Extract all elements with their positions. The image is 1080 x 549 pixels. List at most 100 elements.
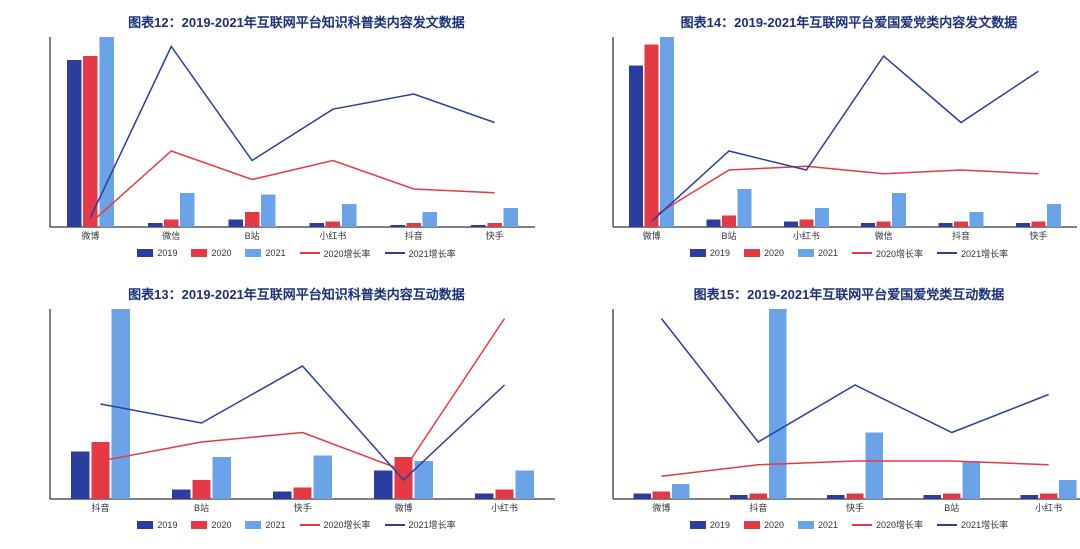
bar-2021	[660, 37, 674, 227]
legend-2020-label: 2020	[211, 248, 231, 258]
chart-12-title: 图表12：2019-2021年互联网平台知识科普类内容发文数据	[20, 8, 573, 33]
bar-2021	[815, 208, 829, 227]
bar-2021	[314, 455, 332, 499]
bar-2020	[653, 491, 670, 499]
category-label: 快手	[846, 502, 864, 513]
category-label: 快手	[1029, 230, 1047, 241]
category-label: 快手	[293, 502, 311, 513]
legend-2021-swatch	[245, 249, 261, 257]
bar-2019	[374, 470, 392, 499]
legend-2019-label: 2019	[710, 520, 730, 530]
bar-2021	[866, 432, 883, 499]
bar-2019	[924, 495, 941, 499]
bar-2019	[707, 219, 721, 227]
category-label: 微博	[81, 230, 99, 241]
category-label: B站	[194, 502, 209, 513]
legend-growth-2020-label: 2020增长率	[324, 247, 371, 260]
line-growth-2021	[90, 47, 494, 218]
chart-14-plot: 微博B站小红书微信抖音快手	[583, 33, 1080, 245]
bar-2019	[1016, 223, 1030, 227]
legend-2021-label: 2021	[265, 520, 285, 530]
category-label: 抖音	[91, 502, 109, 513]
legend-2021: 2021	[798, 247, 838, 260]
bar-2020	[877, 221, 891, 227]
bar-2020	[799, 219, 813, 227]
bar-2021	[672, 483, 689, 498]
chart-14-legend: 2019202020212020增长率2021增长率	[583, 245, 1080, 260]
legend-growth-2021-swatch	[937, 524, 957, 526]
bar-2021	[423, 212, 438, 227]
chart-15-plot: 微博抖音快手B站小红书	[583, 305, 1080, 517]
legend-2021-swatch	[798, 521, 814, 529]
legend-2021-label: 2021	[818, 248, 838, 258]
bar-2021	[112, 309, 130, 499]
chart-15-title: 图表15：2019-2021年互联网平台爱国爱党类互动数据	[583, 280, 1080, 305]
bar-2019	[172, 489, 190, 499]
legend-growth-2020: 2020增长率	[852, 247, 923, 260]
legend-2020-swatch	[191, 521, 207, 529]
charts-grid: 图表12：2019-2021年互联网平台知识科普类内容发文数据 微博微信B站小红…	[0, 0, 1080, 549]
line-growth-2020	[661, 461, 1048, 476]
bar-2019	[67, 60, 82, 227]
chart-14-title: 图表14：2019-2021年互联网平台爱国爱党类内容发文数据	[583, 8, 1080, 33]
legend-growth-2021: 2021增长率	[937, 247, 1008, 260]
category-label: 微博	[394, 502, 412, 513]
category-label: 小红书	[319, 230, 346, 241]
bar-2019	[939, 223, 953, 227]
chart-svg: 微博抖音快手B站小红书	[593, 305, 1080, 517]
bar-2021	[769, 309, 786, 499]
bar-2020	[164, 219, 179, 227]
legend-2019-swatch	[137, 249, 153, 257]
legend-2021: 2021	[798, 518, 838, 531]
category-label: 微博	[652, 502, 670, 513]
chart-svg: 抖音B站快手微博小红书	[30, 305, 563, 517]
bar-2021	[962, 461, 979, 499]
bar-2019	[475, 493, 493, 499]
bar-2021	[503, 208, 518, 227]
legend-2019-swatch	[690, 249, 706, 257]
legend-2019: 2019	[690, 518, 730, 531]
line-growth-2021	[101, 366, 505, 480]
bar-2021	[213, 457, 231, 499]
bar-2019	[390, 225, 405, 227]
category-label: B站	[721, 230, 736, 241]
bar-2020	[1040, 493, 1057, 499]
legend-2019: 2019	[690, 247, 730, 260]
legend-growth-2020: 2020增长率	[852, 518, 923, 531]
bar-2020	[645, 45, 659, 227]
legend-growth-2021: 2021增长率	[937, 518, 1008, 531]
legend-growth-2020: 2020增长率	[300, 247, 371, 260]
legend-2020: 2020	[191, 247, 231, 260]
bar-2020	[83, 56, 98, 227]
legend-growth-2021-label: 2021增长率	[409, 518, 456, 531]
bar-2020	[943, 493, 960, 499]
legend-growth-2020-swatch	[852, 252, 872, 254]
category-label: 抖音	[952, 230, 970, 241]
legend-2020-label: 2020	[764, 520, 784, 530]
line-growth-2021	[652, 56, 1039, 221]
bar-2019	[471, 225, 486, 227]
category-label: 抖音	[405, 230, 423, 241]
chart-13-plot: 抖音B站快手微博小红书	[20, 305, 573, 517]
chart-svg: 微博微信B站小红书抖音快手	[30, 33, 543, 245]
line-growth-2020	[652, 166, 1039, 217]
legend-growth-2021-label: 2021增长率	[409, 247, 456, 260]
category-label: B站	[944, 502, 959, 513]
bar-2020	[91, 442, 109, 499]
bar-2020	[954, 221, 968, 227]
bar-2020	[1031, 221, 1045, 227]
bar-2020	[406, 223, 421, 227]
legend-growth-2020-label: 2020增长率	[876, 518, 923, 531]
bar-2020	[846, 493, 863, 499]
chart-12-plot: 微博微信B站小红书抖音快手	[20, 33, 573, 245]
legend-2019: 2019	[137, 518, 177, 531]
bar-2020	[722, 216, 736, 227]
legend-growth-2020-swatch	[852, 524, 872, 526]
category-label: B站	[245, 230, 260, 241]
chart-13-legend: 2019202020212020增长率2021增长率	[20, 516, 573, 531]
bar-2019	[1021, 495, 1038, 499]
legend-2020: 2020	[191, 518, 231, 531]
bar-2021	[970, 212, 984, 227]
legend-growth-2021-label: 2021增长率	[961, 518, 1008, 531]
chart-12-panel: 图表12：2019-2021年互联网平台知识科普类内容发文数据 微博微信B站小红…	[20, 8, 573, 270]
